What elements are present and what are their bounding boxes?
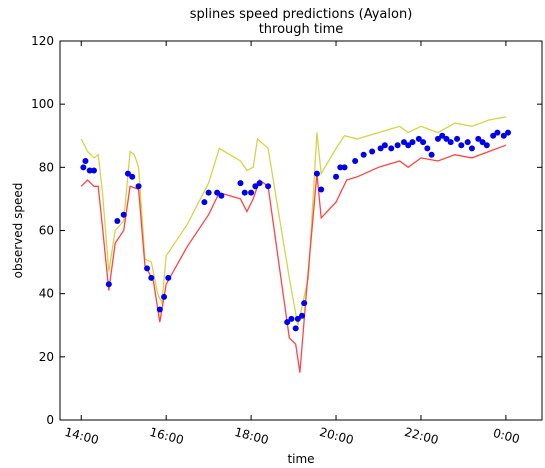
observed-point — [86, 167, 93, 174]
observed-point — [337, 164, 344, 171]
x-axis: 14:00 16:00 18:00 20:00 22:00 0:00 — [63, 41, 521, 447]
observed-point — [415, 135, 422, 142]
observed-point — [369, 148, 376, 155]
observed-point — [434, 135, 441, 142]
observed-point — [468, 145, 475, 152]
observed-point — [237, 180, 244, 187]
observed-point — [124, 170, 131, 177]
observed-point — [256, 180, 263, 187]
observed-point — [377, 145, 384, 152]
observed-point — [294, 315, 301, 322]
observed-point — [464, 139, 471, 146]
observed-point — [299, 312, 306, 319]
x-tick-label: 14:00 — [63, 425, 100, 447]
x-axis-label: time — [287, 452, 314, 466]
observed-point — [424, 145, 431, 152]
observed-point — [82, 158, 89, 165]
observed-point — [161, 293, 168, 300]
observed-point — [241, 189, 248, 196]
plot-frame — [59, 40, 543, 421]
observed-point — [381, 142, 388, 149]
observed-point — [447, 139, 454, 146]
observed-point — [292, 325, 299, 332]
observed-point — [148, 274, 155, 281]
observed-point — [288, 315, 295, 322]
x-tick-label: 16:00 — [148, 425, 185, 447]
y-tick-label: 80 — [39, 160, 54, 174]
observed-point — [352, 158, 359, 165]
observed-point — [214, 189, 221, 196]
observed-point — [284, 319, 291, 326]
observed-point — [360, 151, 367, 158]
observed-point — [205, 189, 212, 196]
observed-point — [500, 132, 507, 139]
observed-point — [420, 139, 427, 146]
observed-point — [105, 281, 112, 288]
observed-point — [490, 132, 497, 139]
observed-point — [301, 300, 308, 307]
y-tick-label: 0 — [46, 413, 54, 427]
series-line-upper — [80, 116, 507, 326]
observed-point — [80, 164, 87, 171]
observed-point — [443, 135, 450, 142]
observed-point — [439, 132, 446, 139]
observed-point — [218, 192, 225, 199]
y-axis: 0 20 40 60 80 100 120 — [31, 34, 542, 427]
observed-point — [400, 139, 407, 146]
observed-point — [313, 170, 320, 177]
y-tick-label: 20 — [39, 350, 54, 364]
x-tick-label: 20:00 — [318, 425, 355, 447]
observed-point — [165, 274, 172, 281]
observed-point — [252, 183, 259, 190]
observed-point — [454, 135, 461, 142]
observed-point — [505, 129, 512, 136]
observed-point — [428, 151, 435, 158]
y-tick-label: 60 — [39, 224, 54, 238]
observed-point — [156, 306, 163, 313]
observed-point — [483, 142, 490, 149]
observed-point — [120, 211, 127, 218]
observed-point — [265, 183, 272, 190]
observed-point — [405, 142, 412, 149]
observed-point — [114, 218, 121, 225]
series-line-lower — [80, 144, 507, 373]
y-tick-label: 100 — [31, 97, 54, 111]
chart-subtitle: through time — [259, 22, 344, 37]
observed-point — [129, 173, 136, 180]
observed-point — [318, 186, 325, 193]
observed-point — [475, 135, 482, 142]
observed-point — [494, 129, 501, 136]
observed-point — [333, 173, 340, 180]
y-tick-label: 40 — [39, 287, 54, 301]
observed-point — [90, 167, 97, 174]
x-tick-label: 0:00 — [492, 426, 522, 446]
observed-point — [248, 189, 255, 196]
observed-point — [144, 265, 151, 272]
x-tick-label: 18:00 — [233, 425, 270, 447]
plot-area — [80, 116, 512, 373]
observed-point — [135, 183, 142, 190]
x-tick-label: 22:00 — [403, 425, 440, 447]
observed-point — [341, 164, 348, 171]
observed-point — [394, 142, 401, 149]
y-axis-label: observed speed — [11, 183, 25, 279]
observed-point — [479, 139, 486, 146]
observed-point — [388, 145, 395, 152]
chart-title: splines speed predictions (Ayalon) — [190, 7, 413, 22]
observed-point — [201, 199, 208, 206]
observed-point — [458, 142, 465, 149]
observed-point — [409, 139, 416, 146]
y-tick-label: 120 — [31, 34, 54, 48]
